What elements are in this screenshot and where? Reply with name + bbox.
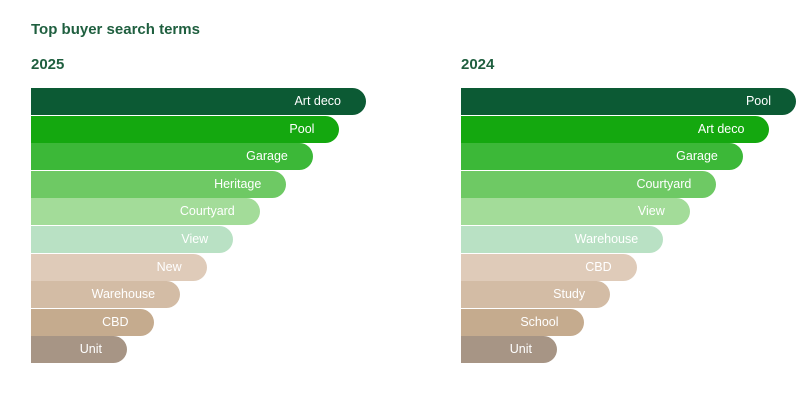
bar-label: Study <box>553 287 586 302</box>
bar: Unit <box>31 336 127 364</box>
bar: Warehouse <box>31 281 181 309</box>
bar-label: View <box>637 204 665 219</box>
bar: View <box>31 226 234 253</box>
bar: Garage <box>461 143 743 171</box>
bar: Garage <box>31 143 313 171</box>
bar: Art deco <box>461 115 770 143</box>
bar-label: View <box>181 232 209 246</box>
bar-label: Art deco <box>697 121 745 136</box>
bar-label: School <box>520 314 559 329</box>
bar: Courtyard <box>31 198 260 226</box>
bar: School <box>461 308 584 336</box>
bar-label: Garage <box>676 149 718 164</box>
bar-label: Warehouse <box>574 232 639 246</box>
bar-chart-2025: Art deco Pool Garage Heritage Courtyard View N… <box>31 88 371 368</box>
bar: View <box>461 198 690 226</box>
bar-label: Art deco <box>294 94 341 108</box>
bar-label: New <box>156 259 182 274</box>
bar: CBD <box>31 308 154 336</box>
bar: Pool <box>461 88 796 115</box>
chart-title: Top buyer search terms <box>31 21 200 38</box>
chart-2024-title: 2024 <box>461 56 495 73</box>
bar: Art deco <box>31 88 366 115</box>
bar: Study <box>461 281 611 309</box>
bar-label: Courtyard <box>636 176 692 191</box>
bar-label: Pool <box>745 94 771 108</box>
bar: Heritage <box>31 170 287 198</box>
bar-label: Unit <box>79 342 102 357</box>
bar: New <box>31 253 207 281</box>
bar-label: CBD <box>102 314 129 329</box>
bar: Unit <box>461 336 557 364</box>
bar-label: Heritage <box>214 176 262 191</box>
bar: CBD <box>461 253 637 281</box>
bar-label: CBD <box>585 259 612 274</box>
chart-2025-title: 2025 <box>31 56 65 73</box>
bar-label: Pool <box>289 121 315 136</box>
bar-chart-2024: Pool Art deco Garage Courtyard View Warehouse… <box>461 88 800 368</box>
bar-label: Unit <box>509 342 532 357</box>
bar: Warehouse <box>461 226 664 253</box>
bar: Courtyard <box>461 170 717 198</box>
bar-label: Courtyard <box>179 204 235 219</box>
bar-label: Warehouse <box>91 287 156 302</box>
bar-label: Garage <box>246 149 288 164</box>
bar: Pool <box>31 115 340 143</box>
